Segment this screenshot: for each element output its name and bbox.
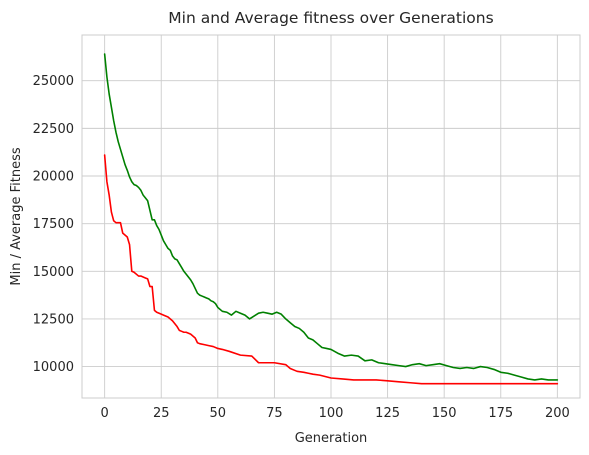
y-tick-label: 25000 (33, 74, 74, 89)
x-tick-label: 25 (153, 406, 170, 421)
x-tick-label: 125 (375, 406, 400, 421)
y-tick-label: 20000 (33, 170, 74, 185)
x-tick-label: 200 (545, 406, 570, 421)
y-tick-label: 15000 (33, 265, 74, 280)
x-tick-label: 100 (319, 406, 344, 421)
x-tick-label: 150 (432, 406, 457, 421)
y-tick-labels: 10000 12500 15000 17500 20000 22500 25000 (33, 74, 74, 375)
x-tick-label: 0 (100, 406, 108, 421)
y-tick-label: 10000 (33, 360, 74, 375)
x-tick-label: 50 (210, 406, 227, 421)
chart-title: Min and Average fitness over Generations (168, 9, 493, 27)
y-tick-label: 17500 (33, 217, 74, 232)
series-layer (103, 53, 559, 385)
average-fitness-line (103, 53, 559, 381)
x-tick-labels: 0 25 50 75 100 125 150 175 200 (100, 406, 569, 421)
gridlines (82, 35, 580, 398)
x-axis-title: Generation (295, 431, 368, 446)
plot-area-border (81, 34, 581, 399)
y-axis-title: Min / Average Fitness (9, 147, 24, 285)
y-tick-label: 22500 (33, 122, 74, 137)
x-tick-label: 175 (488, 406, 513, 421)
min-fitness-line (103, 154, 559, 385)
y-tick-label: 12500 (33, 312, 74, 327)
x-tick-label: 75 (266, 406, 283, 421)
